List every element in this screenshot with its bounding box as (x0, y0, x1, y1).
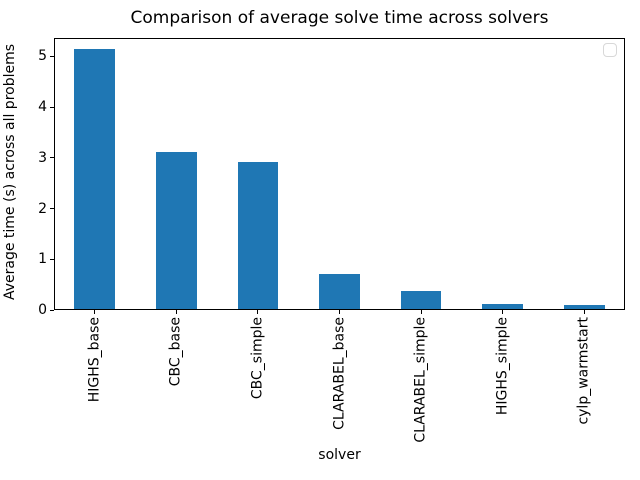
x-tick-mark-cylp_warmstart (583, 310, 585, 314)
x-tick-label-HIGHS_base: HIGHS_base (86, 317, 103, 402)
y-tick-mark-5 (50, 55, 54, 57)
x-tick-label-text-CLARABEL_base: CLARABEL_base (331, 317, 347, 430)
bar-HIGHS_simple (482, 303, 524, 309)
bar-HIGHS_base (74, 49, 116, 309)
y-tick-mark-3 (50, 157, 54, 159)
x-tick-label-text-cylp_warmstart: cylp_warmstart (575, 317, 592, 425)
x-tick-mark-CLARABEL_base (339, 310, 340, 314)
bar-CBC_simple (237, 162, 279, 309)
bar-cylp_warmstart (563, 304, 605, 309)
x-tick-mark-CBC_simple (257, 310, 259, 314)
y-tick-mark-4 (50, 106, 54, 108)
y-tick-label-5: 5 (38, 48, 47, 65)
x-tick-label-CBC_simple: CBC_simple (249, 317, 266, 399)
y-tick-label-4: 4 (38, 99, 47, 115)
x-axis-label: solver (318, 447, 361, 463)
x-tick-label-CBC_base: CBC_base (168, 317, 185, 386)
bar-CBC_base (155, 152, 197, 309)
legend-box (603, 43, 617, 57)
x-tick-mark-CBC_base (175, 310, 177, 314)
plot-area (54, 38, 625, 310)
x-tick-mark-HIGHS_base (94, 310, 96, 314)
y-tick-mark-0 (50, 309, 54, 311)
y-tick-label-2: 2 (38, 200, 47, 217)
y-tick-mark-1 (50, 258, 54, 260)
x-tick-mark-HIGHS_simple (502, 310, 504, 314)
bar-CLARABEL_simple (400, 291, 442, 309)
y-tick-label-0: 0 (38, 302, 47, 318)
x-tick-label-text-CBC_simple: CBC_simple (249, 317, 266, 400)
x-tick-mark-CLARABEL_simple (420, 310, 422, 314)
x-tick-label-cylp_warmstart: cylp_warmstart (576, 317, 593, 425)
x-tick-label-CLARABEL_base: CLARABEL_base (331, 317, 348, 430)
chart-title: Comparison of average solve time across … (130, 8, 549, 28)
y-tick-mark-2 (50, 208, 54, 209)
bar-CLARABEL_base (319, 274, 360, 309)
x-tick-label-text-CBC_base: CBC_base (167, 317, 184, 387)
x-tick-label-text-HIGHS_base: HIGHS_base (86, 317, 103, 403)
y-tick-label-3: 3 (38, 149, 47, 166)
x-tick-label-HIGHS_simple: HIGHS_simple (494, 317, 511, 415)
x-tick-label-text-CLARABEL_simple: CLARABEL_simple (412, 317, 429, 443)
y-tick-label-1: 1 (38, 251, 47, 268)
x-tick-label-text-HIGHS_simple: HIGHS_simple (494, 317, 511, 416)
x-tick-label-CLARABEL_simple: CLARABEL_simple (413, 317, 430, 443)
